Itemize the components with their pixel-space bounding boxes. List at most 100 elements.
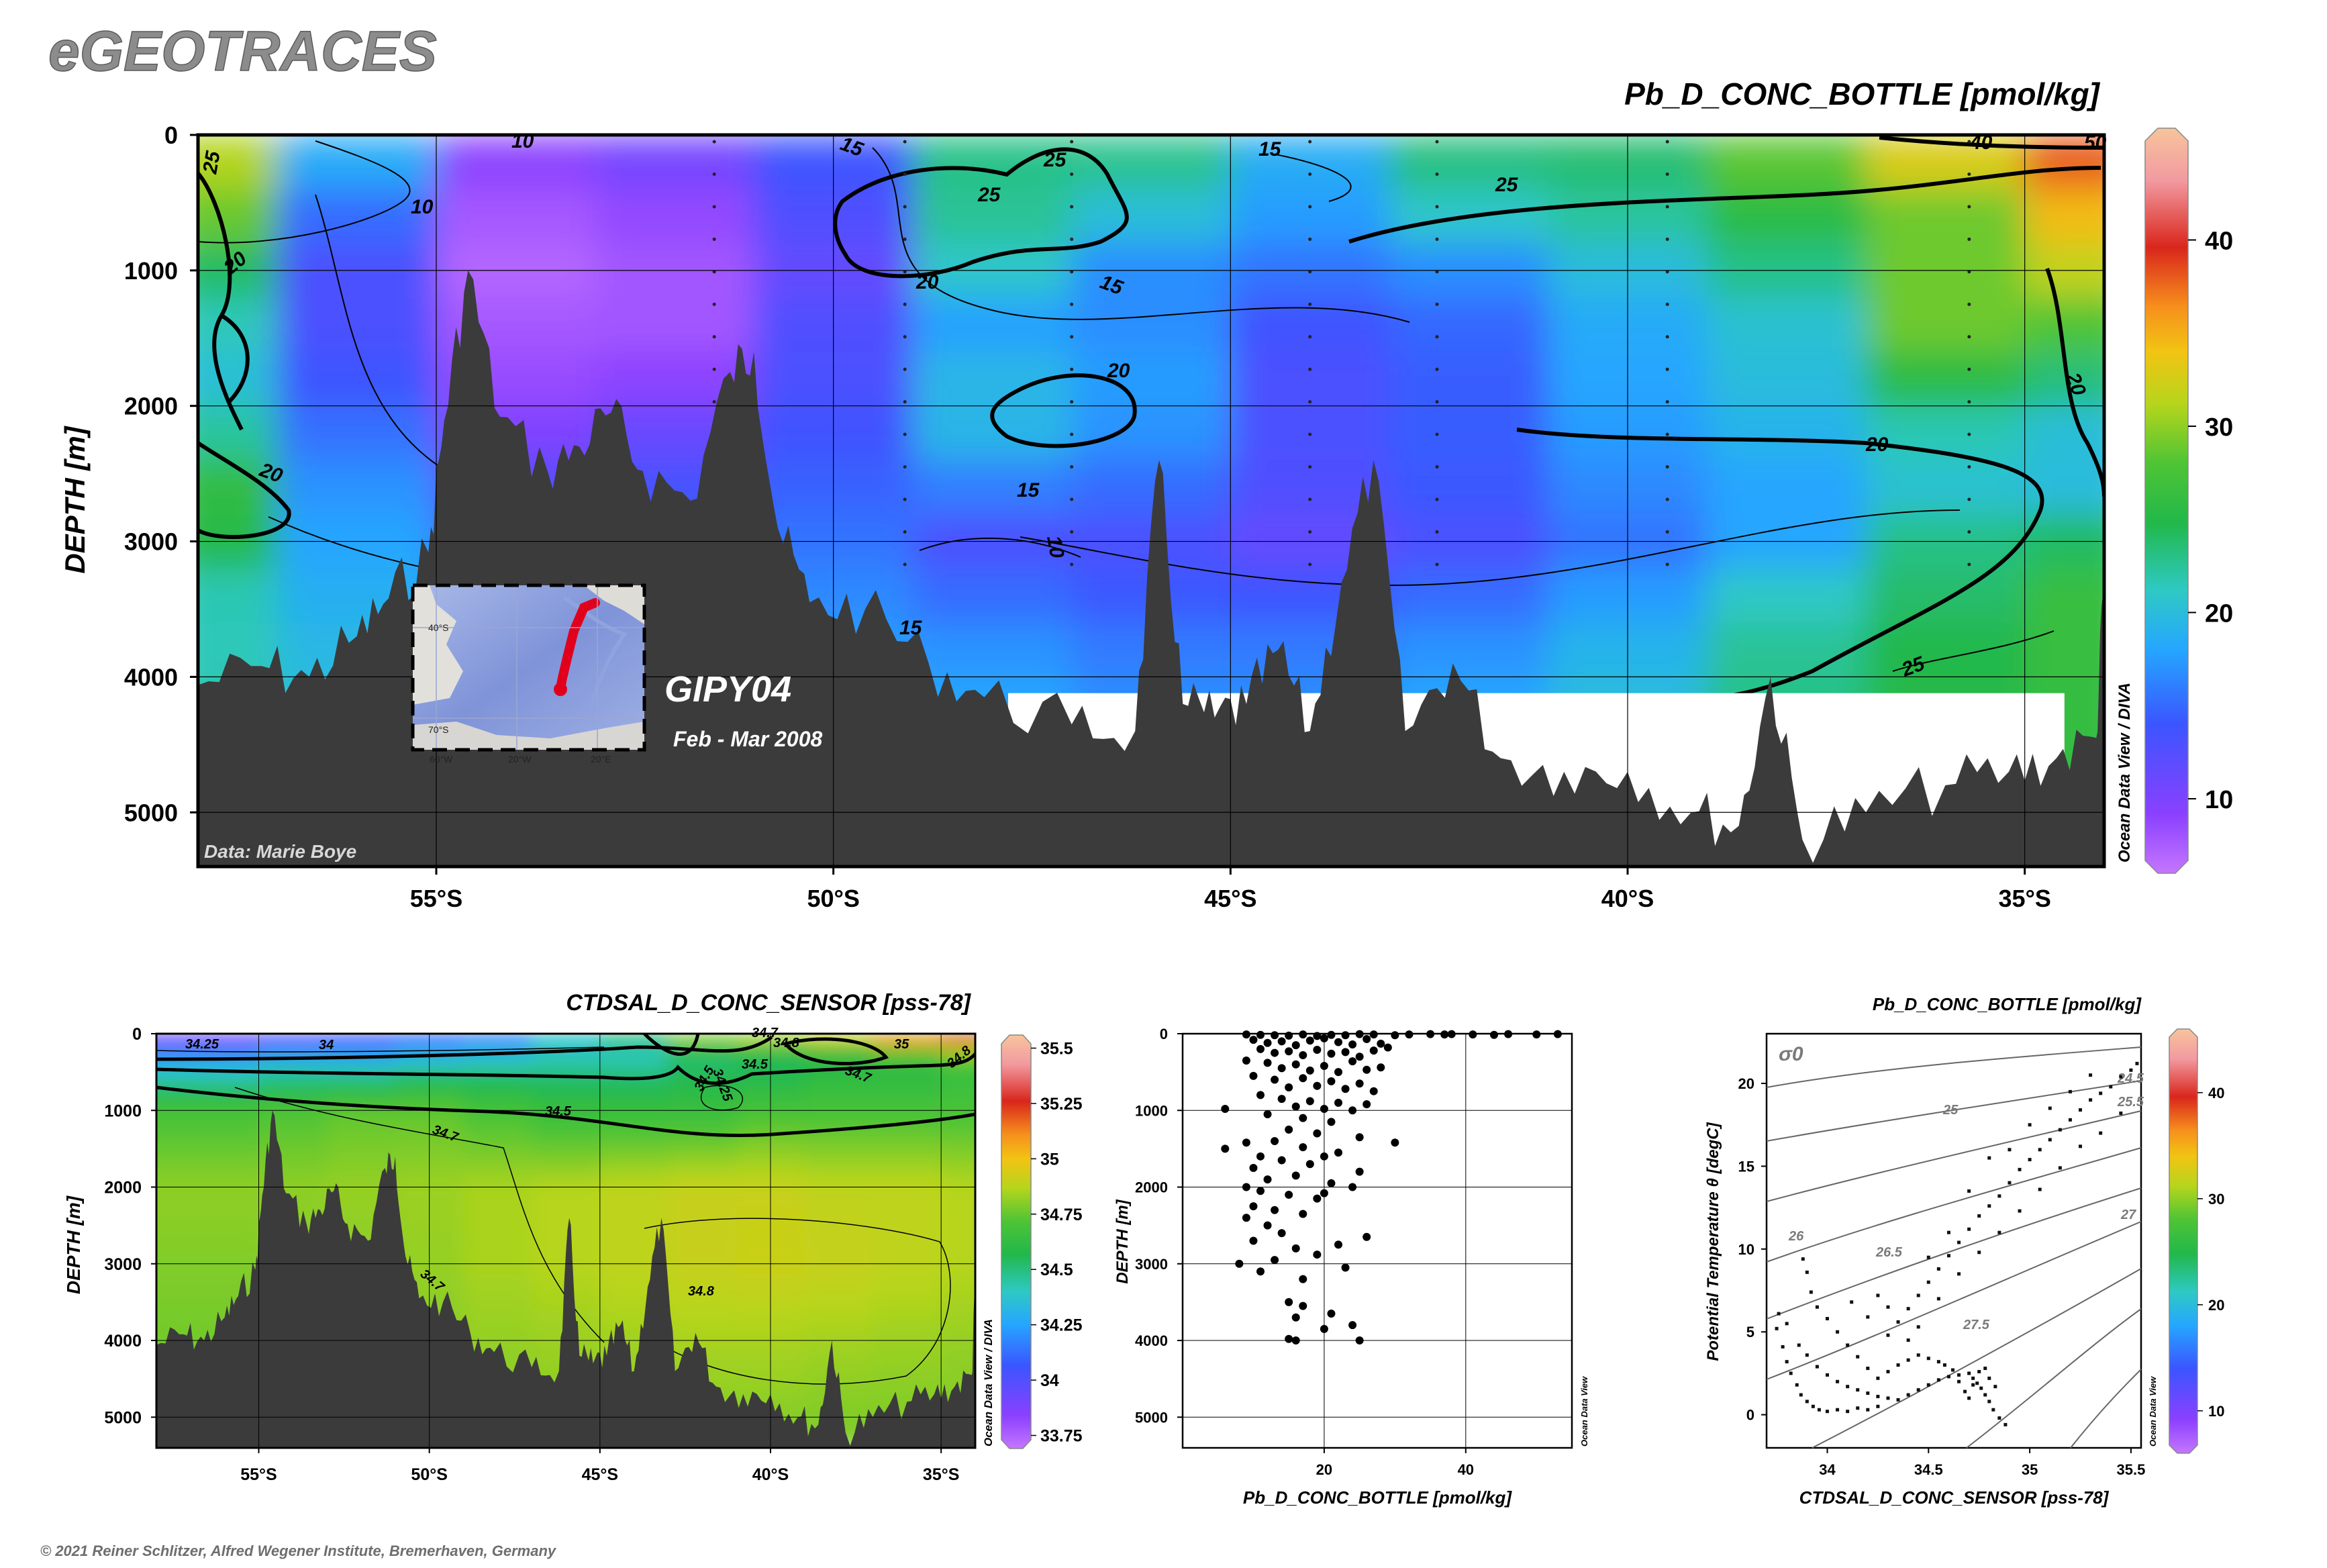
field-cell bbox=[668, 1252, 738, 1265]
data-point bbox=[1876, 1394, 1880, 1398]
field-cell bbox=[156, 1183, 191, 1195]
field-cell bbox=[190, 1194, 260, 1208]
field-cell bbox=[804, 1240, 874, 1253]
data-point bbox=[1957, 1373, 1961, 1377]
field-cell bbox=[941, 1171, 975, 1184]
data-point bbox=[1801, 1257, 1805, 1261]
data-point bbox=[1263, 1059, 1272, 1067]
sample-dot bbox=[1308, 140, 1312, 144]
field-cell bbox=[668, 1263, 738, 1276]
field-cell bbox=[156, 1298, 191, 1311]
sample-dot bbox=[903, 335, 907, 339]
field-cell bbox=[463, 1183, 533, 1195]
data-point bbox=[1426, 1030, 1435, 1038]
field-cell bbox=[156, 1114, 191, 1127]
inset-lat-70: 70°S bbox=[428, 724, 449, 735]
data-point bbox=[1313, 1251, 1322, 1259]
field-cell bbox=[190, 1183, 260, 1195]
data-point bbox=[1305, 1097, 1314, 1106]
field-cell bbox=[1389, 568, 1549, 624]
data-point bbox=[1291, 1102, 1300, 1111]
data-point bbox=[1277, 1064, 1286, 1073]
data-point bbox=[2135, 1061, 2139, 1065]
ts-xlabel: CTDSAL_D_CONC_SENSOR [pss-78] bbox=[1799, 1487, 2110, 1508]
data-point bbox=[1334, 1098, 1342, 1107]
data-point bbox=[2068, 1089, 2072, 1093]
field-cell bbox=[804, 1287, 874, 1300]
field-cell bbox=[599, 1034, 669, 1046]
data-point bbox=[1896, 1363, 1900, 1367]
field-cell bbox=[532, 1148, 601, 1161]
south-america-landmass bbox=[413, 585, 463, 705]
field-cell bbox=[668, 1240, 738, 1253]
data-point bbox=[1805, 1400, 1809, 1404]
x-tick-label: 34 bbox=[1819, 1461, 1836, 1478]
sample-dot bbox=[1665, 270, 1669, 274]
sample-dot bbox=[712, 237, 716, 241]
field-cell bbox=[599, 1240, 669, 1253]
data-point bbox=[1299, 1275, 1307, 1283]
sal-odv-tag: Ocean Data View / DIVA bbox=[982, 1319, 995, 1447]
data-point bbox=[1363, 1034, 1371, 1043]
field-cell bbox=[190, 1171, 260, 1184]
sample-dot bbox=[1665, 530, 1669, 534]
data-point bbox=[1334, 1148, 1342, 1157]
field-cell bbox=[327, 1171, 396, 1184]
field-cell bbox=[532, 1229, 601, 1242]
cbar-tick-label: 35 bbox=[1040, 1150, 1059, 1169]
sample-dot bbox=[1665, 173, 1669, 177]
field-cell bbox=[532, 1160, 601, 1173]
field-cell bbox=[2024, 135, 2104, 190]
sample-dot bbox=[1967, 173, 1971, 177]
field-cell bbox=[532, 1206, 601, 1219]
sample-dot bbox=[1070, 367, 1074, 371]
data-point bbox=[1906, 1358, 1910, 1362]
cbar-tick-label: 20 bbox=[2208, 1297, 2224, 1314]
sample-dot bbox=[1967, 497, 1971, 501]
sal-title: CTDSAL_D_CONC_SENSOR [pss-78] bbox=[566, 990, 971, 1016]
field-cell bbox=[1866, 568, 2026, 624]
field-cell bbox=[463, 1148, 533, 1161]
field-cell bbox=[873, 1171, 942, 1184]
field-cell bbox=[873, 1160, 942, 1173]
field-cell bbox=[873, 1218, 942, 1230]
data-point bbox=[1377, 1039, 1385, 1048]
sample-dot bbox=[1435, 335, 1439, 339]
data-point bbox=[1271, 1031, 1279, 1040]
data-point bbox=[2099, 1091, 2103, 1095]
field-cell bbox=[327, 1137, 396, 1150]
data-point bbox=[1809, 1290, 1813, 1294]
field-cell bbox=[463, 1229, 533, 1242]
field-cell bbox=[595, 189, 755, 244]
data-point bbox=[1866, 1367, 1870, 1371]
field-cell bbox=[1707, 460, 1867, 516]
y-tick-label: 1000 bbox=[1135, 1102, 1168, 1119]
x-tick-label: 45°S bbox=[582, 1465, 618, 1484]
field-cell bbox=[668, 1102, 738, 1115]
sample-dot bbox=[1665, 367, 1669, 371]
x-tick-label: 35 bbox=[2022, 1461, 2038, 1478]
ts-ylabel: Potential Temperature θ [degC] bbox=[1704, 1122, 1722, 1361]
data-point bbox=[1979, 1386, 1983, 1390]
sample-dot bbox=[1665, 335, 1669, 339]
data-point bbox=[1469, 1030, 1477, 1039]
y-tick-label: 3000 bbox=[1135, 1256, 1168, 1273]
field-cell bbox=[873, 1126, 942, 1138]
data-credit: Data: Marie Boye bbox=[204, 841, 356, 862]
field-cell bbox=[1230, 351, 1390, 407]
field-cell bbox=[190, 1229, 260, 1242]
sample-dot bbox=[903, 205, 907, 209]
sample-dot bbox=[1435, 205, 1439, 209]
sample-dot bbox=[1070, 432, 1074, 436]
svg-text:35: 35 bbox=[894, 1037, 909, 1052]
field-cell bbox=[463, 1287, 533, 1300]
field-cell bbox=[668, 1275, 738, 1288]
data-point bbox=[1249, 1202, 1258, 1211]
field-cell bbox=[258, 1045, 328, 1058]
profile-x-ticks: 20 40 bbox=[1316, 1448, 1474, 1478]
data-point bbox=[1405, 1030, 1414, 1039]
field-cell bbox=[913, 297, 1073, 352]
y-tick-label: 15 bbox=[1738, 1158, 1754, 1175]
sample-dot bbox=[903, 562, 907, 567]
sample-dot bbox=[1308, 465, 1312, 469]
